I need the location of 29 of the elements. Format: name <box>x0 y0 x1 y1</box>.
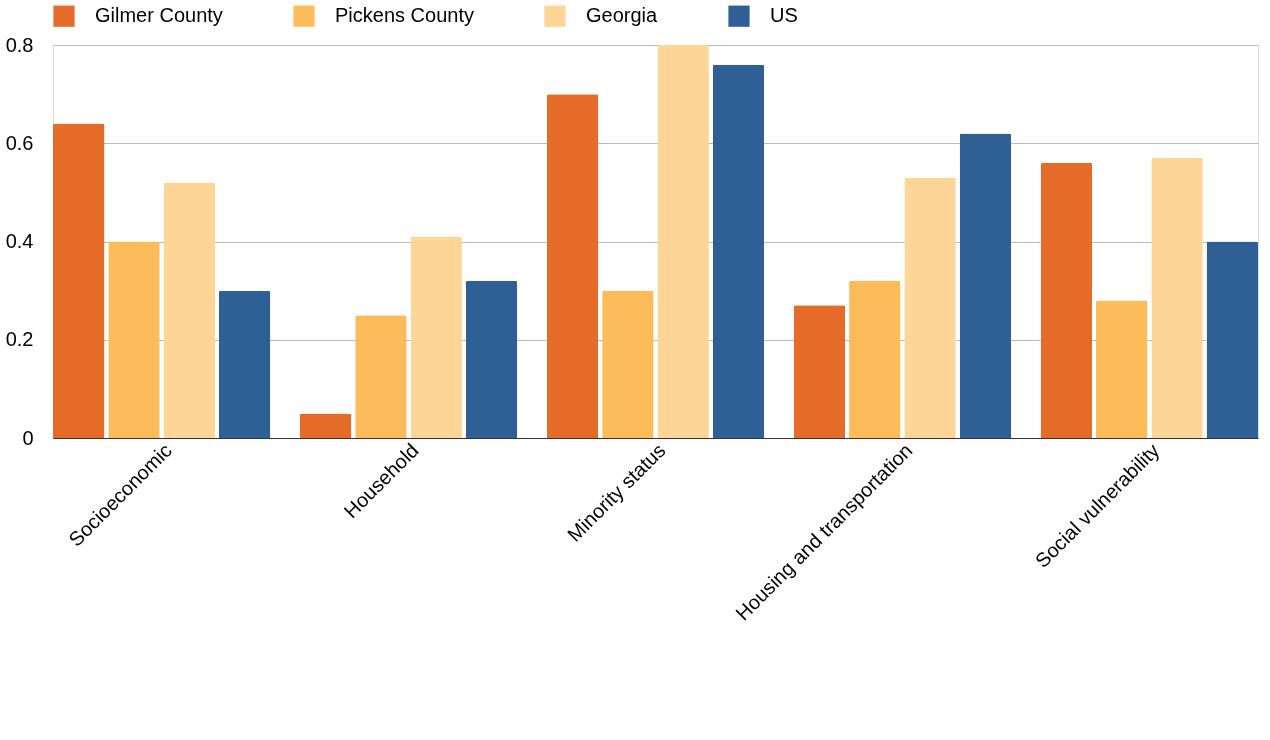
bar <box>163 182 215 438</box>
legend-label: Gilmer County <box>95 4 223 27</box>
y-tick-label: 0.2 <box>5 328 34 351</box>
legend-label: Pickens County <box>335 4 474 27</box>
bar <box>712 64 765 438</box>
bar <box>849 280 901 438</box>
y-tick-label: 0 <box>22 426 34 449</box>
bar <box>410 236 462 438</box>
bar <box>1151 157 1203 438</box>
bar <box>355 315 407 438</box>
y-tick-label: 0.8 <box>5 33 34 56</box>
bar <box>1096 300 1148 438</box>
bar <box>793 305 846 438</box>
bar <box>218 290 271 438</box>
legend-label: Georgia <box>586 4 659 27</box>
bar <box>602 290 654 438</box>
bar <box>1206 241 1258 438</box>
bar <box>108 241 160 438</box>
bar <box>657 45 709 438</box>
bar <box>904 177 956 438</box>
bar <box>959 133 1012 438</box>
legend-label: US <box>770 4 798 27</box>
bar <box>1040 162 1093 438</box>
bar <box>465 280 518 438</box>
bar <box>546 94 599 438</box>
y-tick-label: 0.6 <box>5 131 34 154</box>
y-tick-label: 0.4 <box>5 230 34 252</box>
bar <box>53 123 105 438</box>
bar <box>299 413 352 438</box>
